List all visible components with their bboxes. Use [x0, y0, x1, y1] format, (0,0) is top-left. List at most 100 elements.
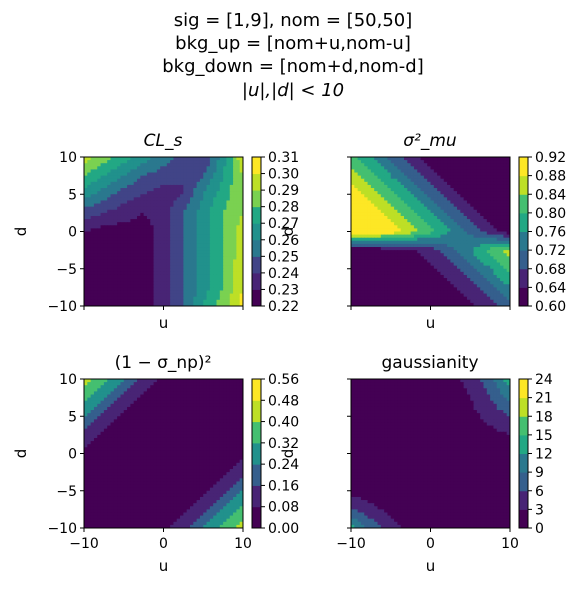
contour-cell	[229, 379, 234, 383]
contour-cell	[213, 228, 218, 233]
contour-cell	[447, 234, 451, 239]
contour-cell	[400, 284, 405, 288]
contour-cell	[410, 265, 415, 270]
contour-cell	[473, 278, 478, 282]
contour-cell	[93, 225, 98, 229]
contour-cell	[226, 385, 231, 389]
contour-cell	[351, 197, 355, 202]
contour-cell	[423, 166, 428, 171]
contour-cell	[117, 293, 122, 298]
contour-cell	[103, 166, 108, 171]
contour-cell	[199, 271, 204, 276]
contour-cell	[450, 178, 455, 183]
contour-cell	[170, 388, 175, 393]
contour-cell	[447, 247, 451, 251]
contour-cell	[173, 166, 178, 171]
contour-cell	[219, 385, 224, 389]
contour-cell	[206, 382, 211, 386]
contour-cell	[160, 203, 165, 208]
contour-cell	[166, 262, 171, 267]
contour-cell	[430, 209, 435, 214]
contour-cell	[166, 278, 171, 282]
contour-cell	[176, 388, 181, 393]
contour-cell	[93, 203, 98, 208]
contour-cell	[216, 253, 221, 257]
contour-cell	[123, 200, 128, 205]
contour-cell	[423, 203, 428, 208]
contour-cell	[400, 178, 405, 183]
contour-cell	[466, 268, 471, 273]
contour-cell	[443, 184, 448, 189]
contour-cell	[150, 240, 155, 245]
contour-cell	[413, 296, 418, 301]
contour-cell	[193, 243, 198, 248]
contour-cell	[180, 209, 184, 214]
contour-cell	[103, 237, 108, 242]
contour-cell	[90, 234, 95, 239]
contour-cell	[476, 169, 481, 174]
contour-cell	[117, 256, 122, 261]
contour-cell	[216, 181, 221, 186]
contour-cell	[93, 250, 98, 254]
contour-cell	[143, 256, 148, 261]
contour-cell	[364, 265, 369, 270]
contour-cell	[387, 219, 392, 223]
contour-cell	[130, 382, 135, 386]
contour-cell	[90, 166, 95, 171]
contour-cell	[229, 302, 234, 306]
contour-cell	[93, 299, 98, 304]
contour-cell	[400, 175, 405, 180]
contour-cell	[239, 394, 243, 399]
contour-cell	[93, 265, 98, 270]
contour-cell	[233, 256, 237, 261]
contour-cell	[209, 278, 214, 282]
contour-cell	[206, 215, 211, 220]
contour-cell	[377, 293, 382, 298]
contour-cell	[140, 209, 145, 214]
contour-cell	[143, 290, 148, 295]
contour-cell	[493, 296, 498, 301]
contour-cell	[190, 212, 194, 217]
contour-cell	[370, 247, 375, 251]
contour-cell	[370, 160, 375, 164]
contour-cell	[236, 237, 241, 242]
contour-cell	[93, 243, 98, 248]
contour-cell	[183, 172, 188, 177]
contour-cell	[397, 231, 402, 236]
contour-cell	[183, 293, 188, 298]
contour-cell	[354, 219, 359, 223]
contour-cell	[380, 253, 385, 257]
contour-cell	[473, 175, 478, 180]
contour-cell	[113, 278, 118, 282]
contour-cell	[493, 169, 498, 174]
contour-cell	[193, 169, 198, 174]
contour-cell	[97, 240, 102, 245]
contour-cell	[176, 243, 181, 248]
contour-cell	[87, 284, 92, 288]
contour-cell	[236, 379, 241, 383]
contour-cell	[420, 240, 425, 245]
contour-cell	[427, 203, 432, 208]
contour-cell	[176, 284, 181, 288]
contour-cell	[166, 281, 171, 285]
contour-cell	[226, 391, 231, 396]
contour-cell	[466, 191, 471, 195]
contour-cell	[173, 253, 178, 257]
contour-cell	[236, 250, 241, 254]
contour-cell	[140, 243, 145, 248]
contour-cell	[236, 290, 241, 295]
contour-cell	[163, 281, 168, 285]
contour-cell	[103, 160, 108, 164]
contour-cell	[117, 163, 122, 167]
contour-cell	[137, 181, 141, 186]
contour-cell	[107, 175, 112, 180]
contour-cell	[143, 175, 148, 180]
contour-cell	[430, 178, 435, 183]
contour-cell	[506, 225, 510, 229]
contour-cell	[117, 237, 122, 242]
contour-cell	[357, 194, 362, 198]
contour-cell	[229, 188, 234, 192]
contour-cell	[160, 299, 165, 304]
contour-cell	[473, 284, 478, 288]
contour-cell	[410, 296, 415, 301]
